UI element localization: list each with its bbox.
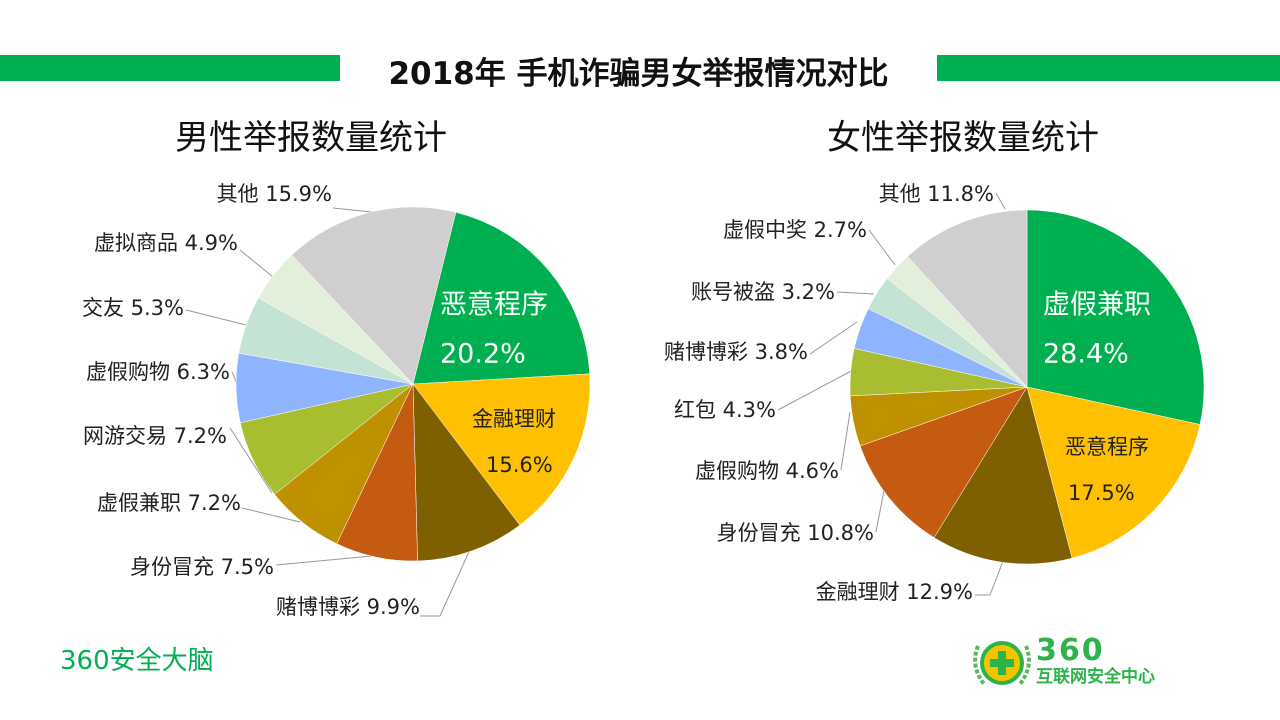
male-value-finance: 15.6% (486, 453, 553, 477)
male-slice-3 (412, 383, 521, 562)
female-slice-3 (933, 386, 1073, 565)
title-bar-right (937, 55, 1280, 81)
female-label-red-packet: 红包 4.3% (673, 398, 776, 422)
male-label-virtual-goods: 虚拟商品 4.9% (93, 231, 238, 255)
male-slice-10 (291, 206, 457, 385)
female-slice-1 (1026, 209, 1205, 425)
male-label-fake-parttime: 虚假兼职 7.2% (96, 491, 241, 515)
male-label-finance: 金融理财 (472, 407, 556, 431)
male-label-impersonation: 身份冒充 7.5% (129, 555, 274, 579)
female-label-finance: 金融理财 12.9% (815, 580, 973, 604)
logo-text: 360 互联网安全中心 (1036, 636, 1155, 688)
male-label-malware: 恶意程序 (440, 289, 548, 321)
360-logo-icon (973, 641, 1031, 686)
title-bar-left (0, 55, 340, 81)
female-pie (849, 209, 1205, 565)
female-label-other: 其他 11.8% (878, 182, 994, 206)
female-value-fake-parttime: 28.4% (1043, 338, 1129, 370)
male-label-game-trade: 网游交易 7.2% (82, 424, 227, 448)
male-chart-title: 男性举报数量统计 (175, 118, 447, 158)
male-label-other: 其他 15.9% (216, 182, 332, 206)
male-pie (235, 206, 591, 562)
female-label-account-stolen: 账号被盗 3.2% (690, 280, 835, 304)
male-label-fake-shopping: 虚假购物 6.3% (85, 360, 230, 384)
page-title: 2018年 手机诈骗男女举报情况对比 (388, 56, 889, 92)
male-label-gambling: 赌博博彩 9.9% (275, 595, 420, 619)
female-label-gambling: 赌博博彩 3.8% (663, 340, 808, 364)
male-value-malware: 20.2% (440, 338, 526, 370)
leader-lines (185, 192, 1006, 617)
brand-text: 360安全大脑 (60, 646, 214, 676)
male-label-dating: 交友 5.3% (81, 296, 184, 320)
female-slice-4 (859, 386, 1028, 538)
female-value-malware: 17.5% (1068, 481, 1135, 505)
female-label-malware: 恶意程序 (1065, 435, 1149, 459)
female-label-fake-prize: 虚假中奖 2.7% (722, 218, 867, 242)
female-label-fake-parttime: 虚假兼职 (1043, 289, 1151, 321)
logo-caption: 互联网安全中心 (1036, 667, 1155, 687)
female-label-fake-shopping: 虚假购物 4.6% (694, 459, 839, 483)
female-label-impersonation: 身份冒充 10.8% (716, 521, 874, 545)
logo-number: 360 (1036, 633, 1105, 668)
female-slice-2 (1026, 386, 1201, 559)
female-slice-10 (907, 209, 1028, 388)
female-chart-title: 女性举报数量统计 (827, 118, 1099, 158)
male-slice-2 (412, 373, 591, 526)
male-slice-1 (412, 211, 590, 385)
